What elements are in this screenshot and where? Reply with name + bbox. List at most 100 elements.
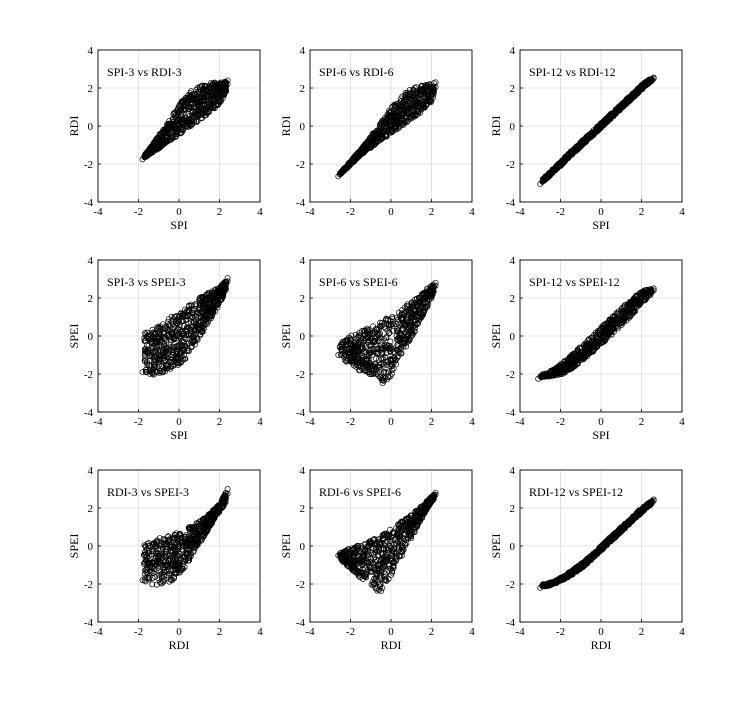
scatter-point: [414, 103, 421, 109]
scatter-point: [546, 172, 553, 179]
y-tick-label: 4: [88, 255, 94, 267]
scatter-point: [350, 159, 357, 165]
x-axis-label: SPI: [170, 428, 187, 442]
scatter-point: [559, 157, 566, 164]
scatter-point: [342, 166, 349, 173]
scatter-point: [159, 138, 166, 145]
x-tick-label: -4: [305, 416, 315, 428]
scatter-point: [189, 95, 196, 102]
scatter-point: [563, 153, 570, 160]
scatter-point: [419, 100, 426, 107]
x-tick-label: 0: [598, 416, 604, 428]
x-tick-label: -2: [134, 206, 143, 218]
x-axis-label: SPI: [592, 428, 609, 442]
scatter-point: [151, 139, 157, 146]
scatter-point: [208, 81, 215, 88]
scatter-point: [573, 145, 580, 152]
panel-title: SPI-6 vs RDI-6: [319, 65, 394, 79]
x-axis-label: SPI: [170, 218, 187, 232]
scatter-point: [393, 126, 400, 133]
scatter-point: [432, 84, 439, 91]
y-tick-label: 4: [510, 45, 516, 57]
y-tick-label: 0: [510, 331, 516, 343]
scatter-point: [596, 124, 602, 131]
scatter-point: [431, 87, 437, 94]
y-tick-label: 0: [300, 121, 306, 133]
x-tick-label: 2: [429, 416, 435, 428]
x-tick-label: 2: [639, 206, 645, 218]
scatter-point: [432, 79, 439, 86]
scatter-point: [406, 87, 413, 94]
x-tick-label: 4: [257, 206, 263, 218]
scatter-point: [360, 150, 367, 157]
scatter-point: [359, 149, 366, 156]
y-tick-label: -2: [506, 159, 515, 171]
scatter-point: [171, 110, 177, 116]
x-tick-label: 0: [598, 206, 604, 218]
scatter-point: [413, 88, 420, 95]
panel-title: SPI-6 vs SPEI-6: [319, 275, 398, 289]
scatter-point: [158, 139, 164, 146]
scatter-point: [165, 126, 171, 133]
scatter-point: [631, 89, 638, 96]
scatter-point: [575, 145, 582, 152]
y-tick-label: 4: [88, 45, 94, 57]
scatter-point: [178, 116, 185, 123]
scatter-point: [145, 150, 152, 157]
scatter-point: [380, 119, 387, 126]
scatter-point: [420, 90, 427, 97]
scatter-point: [379, 118, 386, 124]
scatter-point: [406, 97, 413, 104]
scatter-point: [171, 125, 178, 132]
y-axis-label: RDI: [67, 116, 81, 137]
scatter-point: [376, 129, 383, 136]
scatter-point: [602, 117, 609, 124]
x-tick-label: 4: [257, 416, 263, 428]
scatter-point: [629, 93, 636, 100]
scatter-point: [139, 156, 146, 163]
scatter-point: [580, 137, 587, 143]
y-tick-label: 0: [300, 331, 306, 343]
panel-title: SPI-12 vs SPEI-12: [529, 275, 620, 289]
y-tick-label: -4: [506, 407, 516, 419]
scatter-point: [163, 126, 170, 133]
scatter-point: [203, 93, 210, 100]
scatter-point: [406, 107, 413, 114]
y-tick-label: -4: [296, 197, 306, 209]
x-tick-label: -2: [134, 416, 143, 428]
scatter-point: [355, 152, 362, 159]
y-tick-label: 0: [88, 331, 94, 343]
scatter-point: [401, 117, 408, 124]
scatter-point: [162, 132, 169, 139]
scatter-point: [187, 121, 194, 128]
scatter-point: [198, 93, 205, 99]
scatter-point: [429, 91, 435, 98]
scatter-point: [194, 100, 201, 107]
scatter-point: [394, 109, 401, 116]
scatter-point: [166, 121, 173, 128]
scatter-point: [393, 124, 400, 131]
scatter-point: [387, 109, 394, 116]
y-tick-label: -4: [296, 407, 306, 419]
scatter-point: [193, 119, 200, 125]
x-tick-label: 2: [429, 206, 435, 218]
scatter-point: [343, 165, 350, 172]
scatter-point: [639, 83, 646, 90]
scatter-point: [537, 180, 544, 187]
panel-title: SPI-12 vs RDI-12: [529, 65, 616, 79]
scatter-point: [588, 132, 595, 139]
y-tick-label: -4: [84, 197, 94, 209]
panel-title: SPI-3 vs RDI-3: [107, 65, 182, 79]
y-tick-label: 4: [300, 45, 306, 57]
scatter-point: [354, 151, 361, 158]
scatter-point: [224, 77, 231, 84]
scatter-point: [174, 118, 181, 125]
scatter-point: [410, 108, 417, 115]
y-tick-label: 2: [300, 83, 306, 95]
x-tick-label: 4: [469, 206, 475, 218]
scatter-point: [588, 130, 595, 136]
scatter-point: [199, 82, 206, 89]
